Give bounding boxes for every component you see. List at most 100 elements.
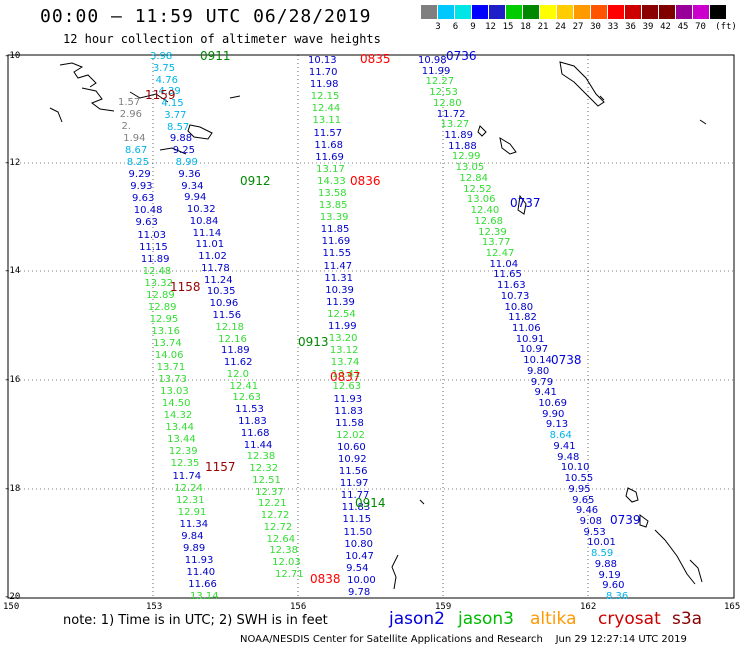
lat-label: -18 [4,484,21,494]
page-subtitle: 12 hour collection of altimeter wave hei… [63,32,381,46]
wave-height-value: 12.63 [332,381,362,393]
wave-height-value: 12.72 [260,510,290,522]
scale-swatch [642,5,658,19]
wave-height-value: 12.40 [470,205,500,217]
wave-height-value: 11.68 [240,427,270,439]
wave-height-value: 8.57 [167,121,190,133]
wave-height-value: 4.15 [161,98,184,110]
wave-height-value: 11.14 [192,227,222,239]
wave-height-value: 10.10 [560,462,590,474]
wave-height-value: 12.24 [174,482,203,494]
wave-height-value: 12.68 [474,215,504,227]
wave-height-value: 12.38 [269,545,298,557]
pass-time-label: 0737 [510,196,541,210]
wave-height-value: 11.83 [238,415,267,427]
wave-height-value: 12.31 [175,494,205,506]
lon-label: 150 [3,602,20,612]
wave-height-value: 11.62 [223,357,253,369]
wave-height-value: 11.70 [308,67,338,79]
scale-label: 18 [520,22,531,32]
scale-swatch [574,5,590,19]
wave-height-value: 9.93 [130,181,153,193]
wave-height-value: 2. [121,121,132,133]
wave-height-value: 13.05 [455,162,485,174]
wave-height-value: 11.83 [334,405,363,417]
wave-height-value: 11.31 [324,272,353,284]
lat-label: -16 [4,375,21,385]
wave-height-value: 10.14 [523,355,552,367]
wave-height-value: 11.82 [508,312,537,324]
scale-swatch [540,5,556,19]
wave-height-value: 12.44 [311,103,341,115]
scale-swatch [710,5,726,19]
wave-height-value: 10.01 [587,537,616,549]
wave-height-value: 11.34 [179,518,209,530]
wave-height-value: 11.47 [323,260,353,272]
scale-swatch [472,5,488,19]
wave-height-value: 11.89 [444,130,473,142]
wave-height-value: 14.06 [154,350,184,362]
legend-item-jason2: jason2 [389,609,445,629]
scale-swatch [506,5,522,19]
wave-height-value: 11.56 [338,466,368,478]
lon-label: 159 [435,602,452,612]
wave-height-value: 14.50 [161,398,191,410]
wave-height-value: 12.89 [147,301,177,313]
wave-height-value: 12.02 [336,429,365,441]
scale-label: 39 [642,22,654,32]
wave-height-value: 12.53 [429,87,458,99]
wave-height-value: 9.19 [598,569,621,581]
wave-height-value: 11.03 [137,229,166,241]
wave-height-value: 13.44 [167,434,196,446]
wave-height-value: 9.29 [128,169,151,181]
wave-height-value: 4.39 [158,86,181,98]
wave-height-value: 13.73 [158,374,188,386]
wave-height-value: 9.48 [557,451,580,463]
wave-height-value: 12.95 [149,313,179,325]
coastline-icon [49,61,707,590]
wave-height-value: 11.39 [326,296,355,308]
wave-height-value: 12.39 [478,226,507,238]
pass-time-label: 0837 [330,370,361,384]
wave-height-value: 9.25 [172,145,195,157]
scale-label: 30 [590,22,601,32]
wave-height-value: 12.80 [433,97,462,109]
scale-label: 21 [537,22,549,32]
wave-height-value: 10.00 [347,574,376,586]
wave-height-value: 13.16 [151,325,180,337]
wave-height-value: 8.99 [175,156,198,168]
wave-height-value: 13.58 [318,188,347,199]
wave-height-value: 13.74 [330,357,360,369]
wave-height-value: 13.44 [165,422,195,434]
wave-height-value: 12.21 [257,498,287,510]
scale-swatch [489,5,505,19]
scale-label: 36 [625,22,636,32]
wave-height-value: 12.03 [272,557,301,569]
scale-label: 42 [660,22,671,32]
wave-height-value: 11.06 [512,323,541,334]
wave-height-value: 11.58 [335,417,364,429]
wave-height-value: 10.98 [418,55,447,66]
wave-height-value: 12.64 [266,533,296,545]
wave-height-value: 1.94 [123,133,146,145]
wave-height-value: 12.54 [327,308,356,320]
wave-height-value: 10.91 [515,333,545,345]
scale-label: 15 [502,22,514,32]
wave-height-value: 4.76 [155,74,178,86]
wave-height-value: 9.08 [579,515,602,527]
wave-height-value: 12.38 [246,451,276,463]
wave-height-value: 11.56 [212,310,242,321]
wave-height-value: 9.79 [530,376,554,388]
wave-height-value: 12.35 [170,458,200,470]
wave-height-value: 11.78 [201,262,230,274]
wave-height-value: 13.11 [312,115,342,127]
wave-height-value: 9.65 [572,494,595,506]
wave-height-value: 11.98 [309,79,339,91]
wave-height-value: 9.63 [135,217,158,229]
legend-item-jason3: jason3 [458,609,514,629]
wave-height-value: 8.67 [125,145,148,157]
wave-height-value: 11.83 [341,502,371,514]
pass-time-label: 0736 [446,49,477,63]
wave-height-value: 13.77 [481,237,511,249]
